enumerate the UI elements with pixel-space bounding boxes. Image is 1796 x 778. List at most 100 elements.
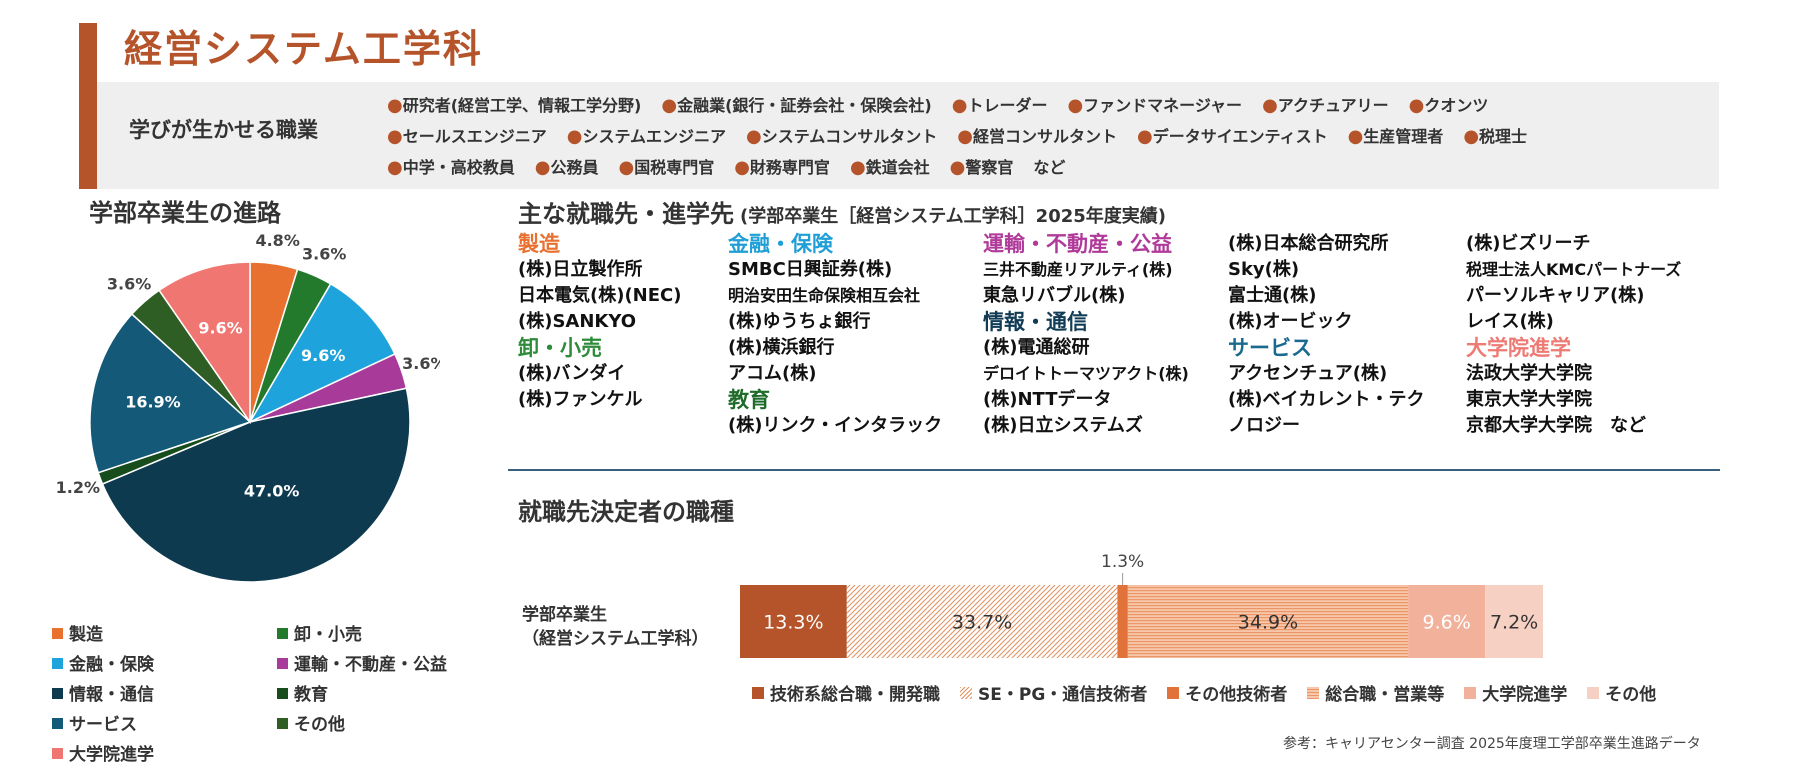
career-item-text: セールスエンジニア [402,127,547,146]
job-type-heading: 就職先決定者の職種 [518,498,734,526]
legend-swatch-icon [52,717,63,729]
careers-etc: など [1033,158,1066,177]
pie-slice [101,387,411,583]
legend-swatch-icon [52,747,63,759]
employer-item: (株)リンク・インタラック [728,415,943,436]
career-item-text: 研究者(経営工学、情報工学分野) [402,96,642,115]
pie-legend-item: その他 [277,710,345,735]
bar-data-label: 7.2% [1490,612,1538,634]
employer-item: (株)横浜銀行 [728,337,835,358]
bar-data-label: 9.6% [1422,612,1470,634]
legend-swatch-icon [52,627,63,639]
career-item-text: アクチュアリー [1277,96,1389,115]
career-item: ●中学・高校教員 [387,152,515,183]
pie-chart: 4.8%3.6%9.6%3.6%47.0%1.2%16.9%3.6%9.6% [56,232,440,583]
bar-category-label-line1: 学部卒業生 [522,605,607,625]
pie-data-label: 16.9% [125,392,181,411]
bar-legend-label: 大学院進学 [1482,685,1568,705]
career-item-text: システムコンサルタント [761,127,938,146]
pie-legend-item: 金融・保険 [52,650,154,675]
bullet-dot-icon: ● [1136,126,1153,147]
legend-swatch-icon [1587,687,1600,699]
employer-item: 明治安田生命保険相互会社 [728,286,921,305]
pie-data-label: 3.6% [302,245,346,264]
employers-heading-main: 主な就職先・進学先 [518,200,734,228]
stacked-bar-chart: 13.3% 33.7% 1.3% 34.9% 9.6% 7.2% [740,552,1543,658]
legend-swatch-icon [1464,687,1477,699]
career-item: ●システムコンサルタント [746,121,937,152]
employer-item: (株)日立システムズ [983,415,1143,436]
legend-swatch-icon [52,657,63,669]
bar-legend: 技術系総合職・開発職 SE・PG・通信技術者 その他技術者 総合職・営業等 大学院進学 そ… [752,680,1676,705]
career-item: ●公務員 [535,152,599,183]
employer-item: (株)ゆうちょ銀行 [728,311,871,332]
career-item-text: 経営コンサルタント [972,127,1117,146]
bullet-dot-icon: ● [1347,126,1364,147]
careers-line: ●中学・高校教員 ●公務員 ●国税専門官 ●財務専門官 ●鉄道会社 ●警察官 など [387,152,1717,183]
employer-item: (株)SANKYO [518,311,637,332]
career-item: ●金融業(銀行・証券会社・保険会社) [661,90,931,121]
employer-item: (株)日本総合研究所 [1228,233,1389,254]
employer-item: 法政大学大学院 [1466,363,1592,384]
employer-category: 教育 [728,388,770,412]
pie-legend-label: その他 [294,715,345,735]
pie-heading: 学部卒業生の進路 [89,199,281,227]
bar-category-label-line2: （経営システム工学科） [522,629,709,649]
bullet-dot-icon: ● [949,157,966,178]
bar-data-label: 34.9% [1238,612,1298,634]
legend-swatch-icon [277,687,288,699]
bar-legend-item: その他 [1587,680,1656,705]
pie-legend-item: 卸・小売 [277,620,362,645]
career-item-text: トレーダー [967,96,1048,115]
bar-data-label: 1.3% [1101,552,1144,572]
bar-legend-label: その他 [1605,685,1657,705]
employer-item: レイス(株) [1466,311,1554,332]
bullet-dot-icon: ● [387,157,403,178]
legend-swatch-icon [1307,687,1320,699]
bar-legend-item: その他技術者 [1167,680,1287,705]
employer-item: アコム(株) [728,363,817,384]
career-item: ●警察官 [950,152,1014,183]
employer-category: サービス [1228,336,1312,360]
employers-column: 製造 (株)日立製作所 日本電気(株)(NEC) (株)SANKYO 卸・小売 (株)バン… [518,231,681,413]
employer-item: (株)ビズリーチ [1466,233,1591,254]
bullet-dot-icon: ● [849,157,866,178]
pie-legend-item: サービス [52,710,137,735]
employer-item: 富士通(株) [1228,285,1317,306]
career-item-text: 財務専門官 [749,158,830,177]
legend-swatch-icon [960,687,972,699]
legend-swatch-icon [277,627,288,639]
career-item-text: 国税専門官 [634,158,715,177]
bar-segment [740,585,847,658]
bullet-dot-icon: ● [534,157,551,178]
page-title: 経営システム工学科 [124,27,483,71]
employer-category: 情報・通信 [983,310,1088,334]
legend-swatch-icon [277,657,288,669]
bullet-dot-icon: ● [951,95,968,116]
employer-item: 税理士法人KMCパートナーズ [1466,260,1682,279]
career-item: ●アクチュアリー [1262,90,1389,121]
employer-item: (株)NTTデータ [983,389,1112,410]
bar-legend-label: 総合職・営業等 [1325,685,1445,705]
bullet-dot-icon: ● [1262,95,1278,116]
employers-column: (株)ビズリーチ 税理士法人KMCパートナーズ パーソルキャリア(株) レイス(株) 大… [1466,231,1681,439]
bar-legend-label: その他技術者 [1185,685,1288,705]
pie-data-label: 1.2% [56,478,100,497]
legend-swatch-icon [52,687,63,699]
employer-item: (株)ベイカレント・テク [1228,389,1425,410]
legend-swatch-icon [277,717,288,729]
career-item: ●クオンツ [1409,90,1489,121]
bar-legend-item: 技術系総合職・開発職 [752,680,940,705]
bullet-dot-icon: ● [1408,95,1425,116]
pie-legend-item: 大学院進学 [52,740,154,765]
employer-item: Sky(株) [1228,259,1300,280]
career-item-text: ファンドマネージャー [1083,96,1243,115]
bullet-dot-icon: ● [957,126,973,147]
bar-legend-item: 総合職・営業等 [1307,680,1444,705]
bullet-dot-icon: ● [734,157,750,178]
employers-heading-sub: (学部卒業生［経営システム工学科］2025年度実績) [740,206,1167,227]
bar-legend-item: 大学院進学 [1464,680,1567,705]
career-item-text: システムエンジニア [582,127,726,146]
bullet-dot-icon: ● [1463,126,1480,147]
pie-legend-item: 運輸・不動産・公益 [277,650,447,675]
